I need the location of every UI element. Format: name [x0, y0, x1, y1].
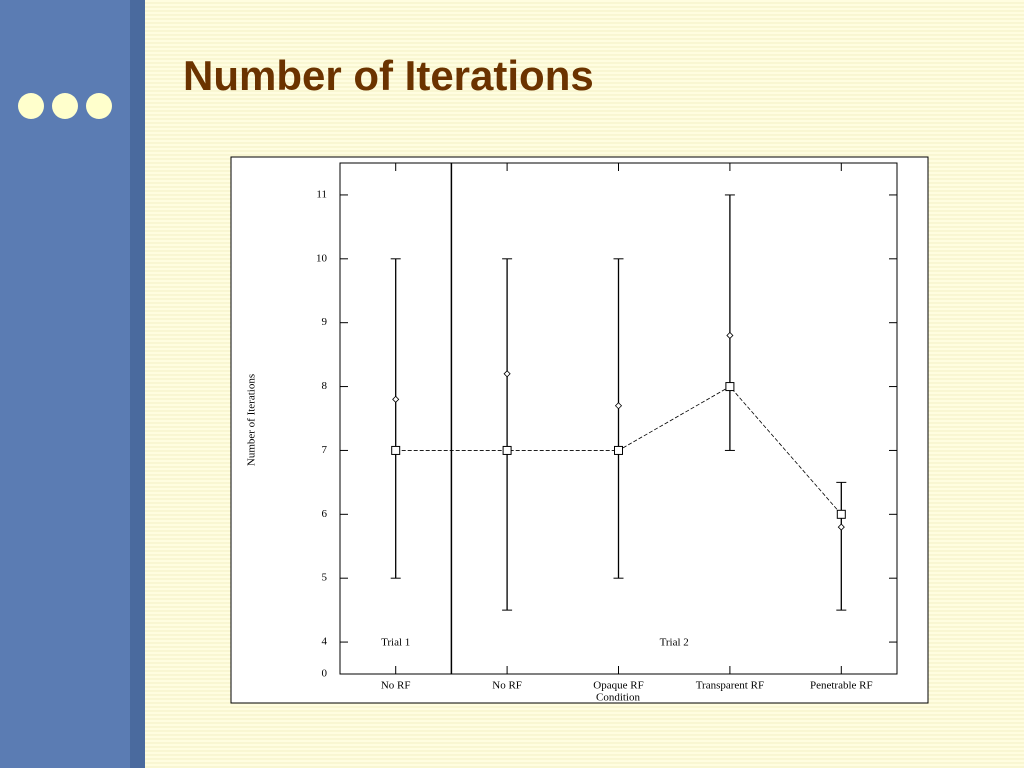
median-marker: [614, 445, 623, 455]
y-axis-label: Number of Iterations: [246, 374, 258, 466]
y-tick-label: 6: [322, 508, 328, 520]
median-marker: [391, 445, 401, 455]
chart-frame: [230, 156, 929, 704]
mean-marker: [503, 370, 511, 378]
x-tick-label: Opaque RF: [593, 680, 643, 692]
side-bar: [0, 0, 130, 768]
median-marker: [836, 509, 846, 519]
mean-marker: [837, 523, 845, 531]
slide-title: Number of Iterations: [183, 52, 594, 99]
mean-marker: [726, 331, 734, 340]
y-tick-label: 11: [316, 188, 327, 200]
mean-marker: [614, 402, 623, 410]
x-tick-label: Transparent RF: [696, 680, 764, 692]
x-tick-label: No RF: [381, 680, 411, 692]
dot: [86, 93, 112, 119]
group-label: Trial 2: [660, 637, 689, 649]
y-tick-label: 7: [322, 444, 328, 456]
x-axis-label: Condition: [596, 692, 641, 704]
y-tick-label: 5: [322, 572, 328, 584]
median-marker: [725, 382, 735, 392]
x-tick-label: Penetrable RF: [810, 680, 873, 692]
median-marker: [502, 445, 512, 455]
x-tick-label: No RF: [492, 680, 522, 692]
side-bar-edge: [130, 0, 145, 768]
dot: [52, 93, 78, 119]
group-label: Trial 1: [381, 637, 410, 649]
dot: [18, 93, 44, 119]
y-tick-label: 0: [322, 668, 328, 680]
y-tick-label: 9: [322, 316, 328, 328]
mean-marker: [392, 395, 400, 403]
y-tick-label: 8: [322, 380, 328, 392]
y-tick-label: 10: [316, 252, 328, 264]
y-tick-label: 4: [322, 636, 328, 648]
